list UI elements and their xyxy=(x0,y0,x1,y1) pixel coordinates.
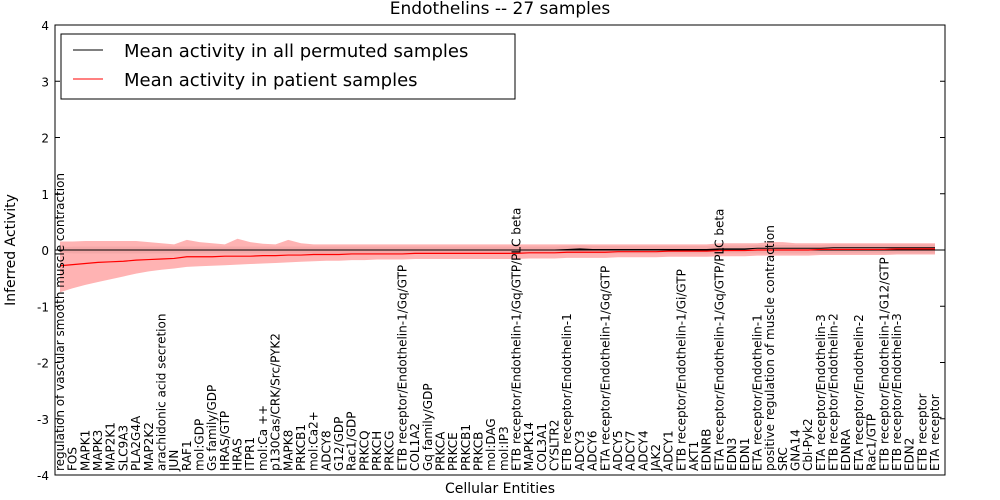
entity-label: mol:DAG xyxy=(484,418,498,471)
entity-label: regulation of vascular smooth muscle con… xyxy=(53,173,67,471)
entity-label: Gs family/GDP xyxy=(205,385,219,471)
plot-area: regulation of vascular smooth muscle con… xyxy=(37,19,946,483)
y-tick-label: 4 xyxy=(41,19,49,33)
entity-label: ADCY4 xyxy=(636,430,650,471)
entity-label: MAP2K1 xyxy=(104,422,118,471)
y-tick-label: 1 xyxy=(41,188,49,202)
entity-label: ITPR1 xyxy=(243,437,257,471)
permuted-mean-line xyxy=(60,247,935,251)
entity-label: EDNRB xyxy=(700,429,714,471)
entity-label: JAK2 xyxy=(649,444,663,472)
y-tick-label: -4 xyxy=(37,469,49,483)
entity-label: ADCY1 xyxy=(662,430,676,471)
entity-label: ETB receptor/Endothelin-1/Gq/GTP xyxy=(395,265,409,471)
entity-label: SRC xyxy=(776,447,790,471)
entity-label: G12/GDP xyxy=(332,417,346,471)
legend: Mean activity in all permuted samples Me… xyxy=(60,33,516,100)
entity-label: mol:Ca ++ xyxy=(256,405,270,471)
entity-label: p130Cas/CRK/Src/PYK2 xyxy=(269,333,283,471)
y-axis-ticks: -4 -3 -2 -1 0 1 2 3 4 xyxy=(37,19,945,483)
entity-label: RAF1 xyxy=(180,440,194,471)
entity-label: PRKCG xyxy=(383,431,397,471)
entity-label: ETB receptor/Endothelin-1 xyxy=(560,313,574,471)
legend-label-patient: Mean activity in patient samples xyxy=(124,70,418,91)
patient-mean-line xyxy=(59,248,935,267)
entity-label: HRAS/GTP xyxy=(218,411,232,471)
y-tick-label: 0 xyxy=(41,244,49,258)
entity-label: ADCY7 xyxy=(624,430,638,471)
entity-label: SLC9A3 xyxy=(116,425,130,471)
series-lines xyxy=(59,247,935,267)
entity-label: PRKCB1 xyxy=(294,424,308,471)
x-axis-label: Cellular Entities xyxy=(445,481,555,497)
entity-label: CYSLTR2 xyxy=(548,420,562,471)
y-tick-label: 2 xyxy=(41,132,49,146)
patient-band xyxy=(60,238,935,293)
y-tick-label: -1 xyxy=(37,300,49,314)
y-tick-label: -2 xyxy=(37,357,49,371)
entity-label: PLA2G4A xyxy=(129,415,143,471)
entity-label: Rac1/GTP xyxy=(865,414,879,471)
entity-label: PRKCE xyxy=(446,432,460,471)
entity-label: Gq family/GDP xyxy=(421,383,435,471)
entity-label: Rac1/GDP xyxy=(345,412,359,471)
entity-label: PRKCB1 xyxy=(459,424,473,471)
y-tick-label: -3 xyxy=(37,413,49,427)
entity-label: MAPK14 xyxy=(522,422,536,471)
entity-label: ETA receptor xyxy=(928,394,942,471)
y-tick-label: 3 xyxy=(41,75,49,89)
entity-label: mol:IP3 xyxy=(497,426,511,471)
entity-label: MAPK1 xyxy=(78,430,92,471)
entity-label: PRKCB xyxy=(471,432,485,471)
entity-label: PRKCA xyxy=(433,431,447,471)
entity-label: MAP2K2 xyxy=(142,422,156,471)
legend-label-permuted: Mean activity in all permuted samples xyxy=(124,41,468,62)
entity-label: EDN2 xyxy=(903,438,917,471)
entity-label: ETB receptor/Endothelin-1/Gq/GTP/PLC bet… xyxy=(510,208,524,471)
entity-label: ADCY5 xyxy=(611,430,625,471)
entity-label: ETB receptor/Endothelin-1/G12/GTP xyxy=(877,257,891,471)
entity-label: HRAS xyxy=(231,438,245,471)
entity-label: mol:GDP xyxy=(192,419,206,471)
entity-label: MAPK8 xyxy=(281,430,295,471)
entity-label: ETA receptor/Endothelin-1/Gq/GTP/PLC bet… xyxy=(712,209,726,471)
entity-label: COL1A2 xyxy=(408,423,422,471)
entity-label: ETA receptor/Endothelin-2 xyxy=(852,314,866,471)
chart-title: Endothelins -- 27 samples xyxy=(390,0,611,19)
entity-label: ETA receptor/Endothelin-1 xyxy=(750,314,764,471)
entity-label: AKT1 xyxy=(687,441,701,471)
y-axis-label: Inferred Activity xyxy=(3,194,19,306)
entity-label: COL3A1 xyxy=(535,423,549,471)
entity-label: EDN1 xyxy=(738,438,752,471)
entity-label: ADCY8 xyxy=(319,430,333,471)
entity-label: PRKCH xyxy=(370,431,384,471)
entity-labels: regulation of vascular smooth muscle con… xyxy=(53,173,942,472)
entity-label: ETB receptor/Endothelin-1/Gi/GTP xyxy=(674,269,688,471)
entity-label: GNA14 xyxy=(789,429,803,471)
entity-label: MAPK3 xyxy=(91,430,105,471)
entity-label: ADCY3 xyxy=(573,430,587,471)
entity-label: mol:Ca2+ xyxy=(307,411,321,471)
entity-label: EDN3 xyxy=(725,438,739,471)
entity-label: Cbl-Pyk2 xyxy=(801,418,815,471)
entity-label: PRKCQ xyxy=(357,430,371,471)
entity-label: ETB receptor/Endothelin-3 xyxy=(890,313,904,471)
entity-label: ETB receptor/Endothelin-2 xyxy=(827,313,841,471)
entity-label: ETB receptor xyxy=(915,393,929,471)
entity-label: EDNRA xyxy=(839,428,853,471)
entity-label: positive regulation of muscle contractio… xyxy=(763,225,777,471)
entity-label: JUN xyxy=(167,450,181,472)
entity-label: ETA receptor/Endothelin-3 xyxy=(814,314,828,471)
entity-label: arachidonic acid secretion xyxy=(154,314,168,471)
entity-label: FOS xyxy=(66,447,80,471)
entity-label: ADCY6 xyxy=(586,430,600,471)
entity-label: ETA receptor/Endothelin-1/Gq/GTP xyxy=(598,266,612,471)
legend-box xyxy=(60,33,516,100)
